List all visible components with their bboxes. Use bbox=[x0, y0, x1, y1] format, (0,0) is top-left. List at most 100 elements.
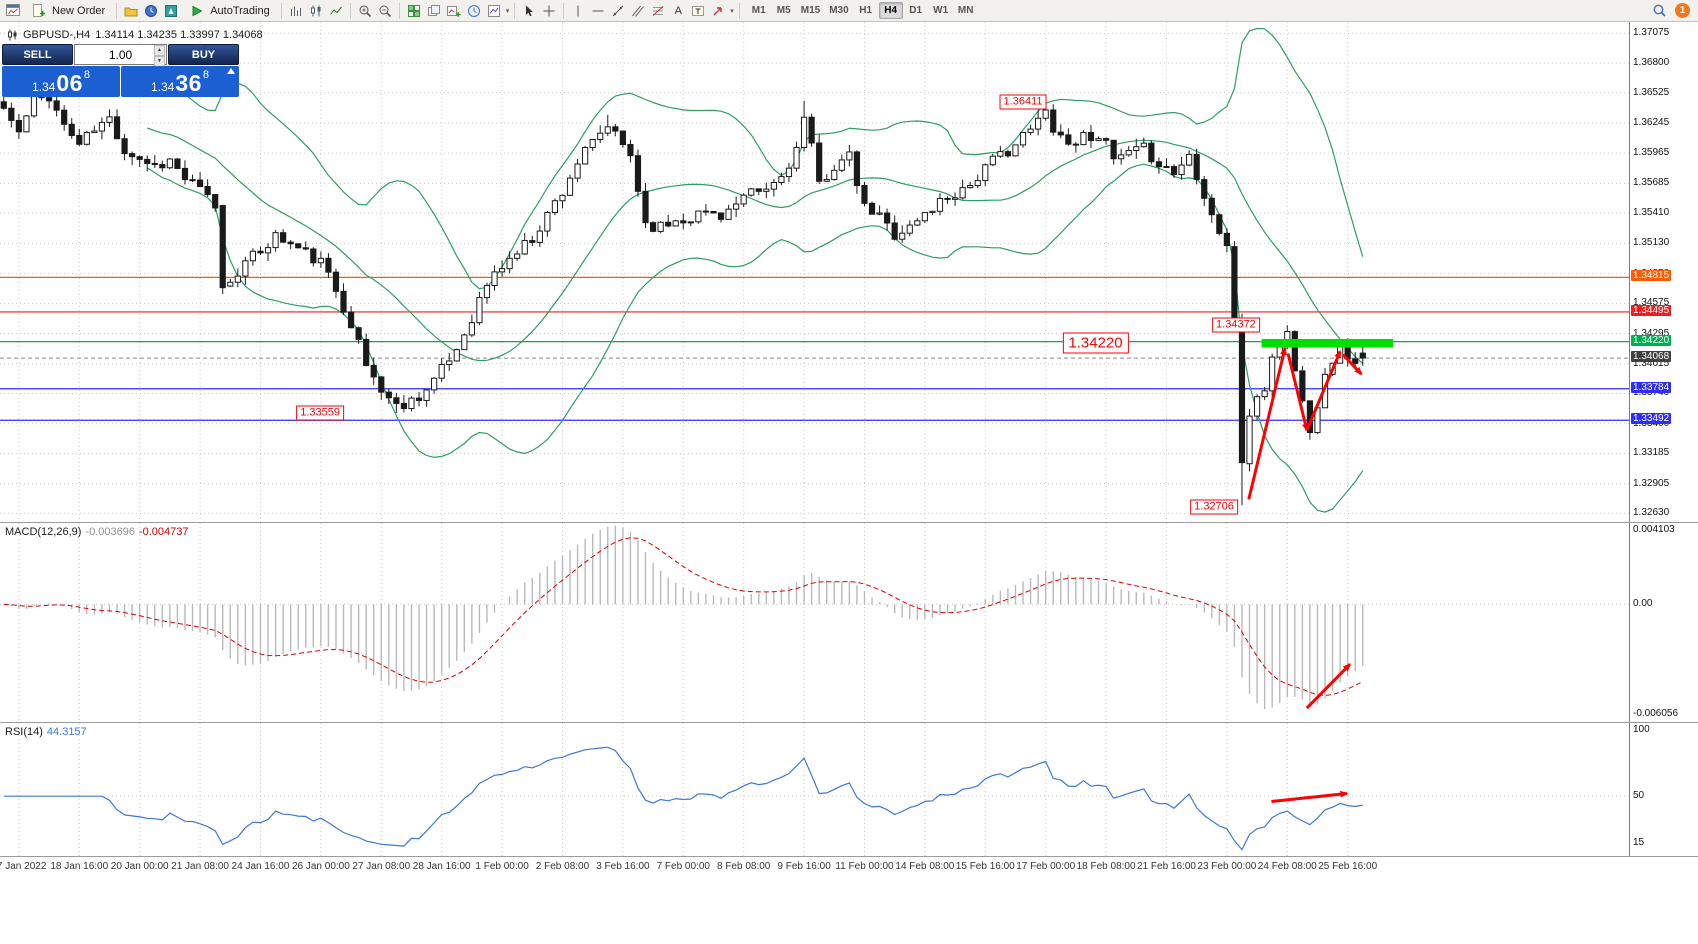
new-chart-icon[interactable] bbox=[445, 2, 463, 19]
vertical-line-icon[interactable] bbox=[569, 2, 587, 19]
volume-value: 1.00 bbox=[108, 47, 133, 62]
price-tick-label: 1.36800 bbox=[1633, 57, 1670, 69]
price-tick-label: 1.34295 bbox=[1633, 327, 1670, 339]
arrows-tool-icon[interactable] bbox=[709, 2, 727, 19]
price-panel: GBPUSD-,H4 1.34114 1.34235 1.33997 1.340… bbox=[0, 22, 1698, 522]
price-tick-label: 1.36525 bbox=[1633, 86, 1670, 98]
symbol-period-label: GBPUSD-,H4 bbox=[23, 29, 91, 41]
autotrading-icon bbox=[188, 2, 206, 19]
time-axis-label: 7 Feb 00:00 bbox=[656, 861, 710, 872]
text-icon[interactable]: A bbox=[674, 4, 682, 17]
navigator-icon[interactable] bbox=[162, 2, 180, 19]
price-tick-label: 1.33185 bbox=[1633, 447, 1670, 459]
macd-axis-label: 0.004103 bbox=[1633, 524, 1675, 536]
chart-symbol-icon bbox=[6, 29, 18, 41]
arrows-tool-caret-icon[interactable]: ▾ bbox=[730, 7, 734, 15]
volume-increase-button[interactable]: ▲ bbox=[154, 45, 165, 56]
time-axis-label: 21 Feb 16:00 bbox=[1137, 861, 1196, 872]
rsi-label: RSI(14) 44.3157 bbox=[5, 726, 87, 738]
period-clock-icon[interactable] bbox=[465, 2, 483, 19]
candlestick-chart-icon[interactable] bbox=[307, 2, 325, 19]
macd-signal-value: -0.004737 bbox=[138, 526, 189, 538]
price-callout[interactable]: 1.32706 bbox=[1190, 499, 1238, 515]
timeframe-button-m1[interactable]: M1 bbox=[747, 2, 771, 19]
time-axis-label: 24 Jan 16:00 bbox=[231, 861, 290, 872]
rsi-panel: RSI(14) 44.3157 100 50 15 bbox=[0, 722, 1698, 856]
main-plot[interactable]: GBPUSD-,H4 1.34114 1.34235 1.33997 1.340… bbox=[0, 22, 1629, 522]
time-axis-label: 18 Feb 08:00 bbox=[1076, 861, 1136, 872]
sell-price-pipette: 8 bbox=[83, 69, 91, 81]
price-callout[interactable]: 1.36411 bbox=[999, 94, 1047, 110]
chart-caption: GBPUSD-,H4 1.34114 1.34235 1.33997 1.340… bbox=[6, 29, 263, 41]
price-tick-label: 1.32630 bbox=[1633, 507, 1670, 519]
bottom-spacer bbox=[0, 876, 1698, 944]
time-axis-label: 17 Feb 00:00 bbox=[1016, 861, 1076, 872]
macd-label: MACD(12,26,9) -0.003696 -0.004737 bbox=[5, 526, 189, 538]
volume-field[interactable]: 1.00 ▲ ▼ bbox=[74, 44, 167, 67]
time-axis-label: 17 Jan 2022 bbox=[0, 861, 47, 872]
profiles-icon[interactable] bbox=[122, 2, 140, 19]
macd-plot[interactable]: MACD(12,26,9) -0.003696 -0.004737 bbox=[0, 523, 1629, 722]
timeframe-button-h1[interactable]: H1 bbox=[854, 2, 878, 19]
channel-icon[interactable] bbox=[629, 2, 647, 19]
time-axis-label: 23 Feb 00:00 bbox=[1197, 861, 1257, 872]
autotrading-label: AutoTrading bbox=[210, 4, 270, 17]
notifications-badge[interactable]: 1 bbox=[1675, 3, 1690, 18]
trendline-icon[interactable] bbox=[609, 2, 627, 19]
price-callout[interactable]: 1.34372 bbox=[1212, 317, 1260, 333]
crosshair-icon[interactable] bbox=[540, 2, 558, 19]
ohlc-values: 1.34114 1.34235 1.33997 1.34068 bbox=[95, 29, 263, 41]
line-chart-icon[interactable] bbox=[327, 2, 345, 19]
timeframe-button-m30[interactable]: M30 bbox=[825, 2, 852, 19]
hline-price-label: 1.34815 bbox=[1631, 270, 1672, 282]
rsi-name: RSI(14) bbox=[5, 726, 43, 738]
macd-axis-label: 0.00 bbox=[1633, 598, 1653, 610]
sell-price-big-figure: 1.34 bbox=[31, 80, 56, 94]
rsi-scale[interactable]: 100 50 15 bbox=[1629, 723, 1698, 856]
templates-caret-icon[interactable]: ▾ bbox=[505, 7, 510, 15]
macd-scale[interactable]: 0.004103 0.00 -0.006056 bbox=[1629, 523, 1698, 722]
search-icon[interactable] bbox=[1650, 2, 1668, 19]
timeframe-button-m5[interactable]: M5 bbox=[772, 2, 796, 19]
horizontal-line-icon[interactable] bbox=[589, 2, 607, 19]
tile-windows-icon[interactable] bbox=[405, 2, 423, 19]
new-order-label: New Order bbox=[52, 4, 106, 17]
new-order-button[interactable]: New Order bbox=[24, 2, 111, 20]
timeframe-button-m15[interactable]: M15 bbox=[797, 2, 824, 19]
rsi-axis-label: 100 bbox=[1633, 723, 1650, 735]
chart-window-icon[interactable] bbox=[4, 2, 22, 19]
bar-chart-icon[interactable] bbox=[287, 2, 305, 19]
time-axis-label: 15 Feb 16:00 bbox=[955, 861, 1015, 872]
time-axis-label: 11 Feb 00:00 bbox=[835, 861, 894, 872]
autotrading-button[interactable]: AutoTrading bbox=[182, 2, 276, 20]
rsi-plot[interactable]: RSI(14) 44.3157 bbox=[0, 723, 1629, 856]
timeframe-button-h4[interactable]: H4 bbox=[878, 2, 903, 19]
sell-button[interactable]: SELL bbox=[2, 44, 73, 65]
templates-icon[interactable] bbox=[485, 2, 503, 19]
zoom-out-icon[interactable] bbox=[376, 2, 394, 19]
sell-price-display[interactable]: 1.34 06 8 bbox=[2, 66, 120, 97]
price-tick-label: 1.34575 bbox=[1633, 297, 1670, 309]
price-callout[interactable]: 1.34220 bbox=[1062, 332, 1129, 354]
buy-button[interactable]: BUY bbox=[168, 44, 239, 65]
market-watch-icon[interactable] bbox=[142, 2, 160, 19]
timeframe-button-d1[interactable]: D1 bbox=[904, 2, 928, 19]
timeframe-button-w1[interactable]: W1 bbox=[929, 2, 953, 19]
label-icon[interactable] bbox=[689, 2, 707, 19]
toolbar: New Order AutoTrading bbox=[0, 0, 1698, 22]
zoom-in-icon[interactable] bbox=[356, 2, 374, 19]
macd-panel: MACD(12,26,9) -0.003696 -0.004737 0.004103… bbox=[0, 522, 1698, 722]
fibonacci-icon[interactable] bbox=[649, 2, 667, 19]
price-callout[interactable]: 1.33559 bbox=[296, 405, 344, 421]
cursor-icon[interactable] bbox=[520, 2, 538, 19]
main-scale[interactable]: 1.37075 1.36800 1.36525 1.36245 1.35965 1.356… bbox=[1629, 22, 1698, 522]
time-axis-label: 28 Jan 16:00 bbox=[412, 861, 471, 872]
timeframe-button-mn[interactable]: MN bbox=[954, 2, 978, 19]
time-axis-label: 3 Feb 16:00 bbox=[596, 861, 650, 872]
time-axis-label: 9 Feb 16:00 bbox=[777, 861, 831, 872]
arrange-charts-icon[interactable] bbox=[425, 2, 443, 19]
buy-price-display[interactable]: 1.34 36 8 bbox=[121, 66, 239, 97]
hline-price-label: 1.34220 bbox=[1631, 334, 1672, 346]
